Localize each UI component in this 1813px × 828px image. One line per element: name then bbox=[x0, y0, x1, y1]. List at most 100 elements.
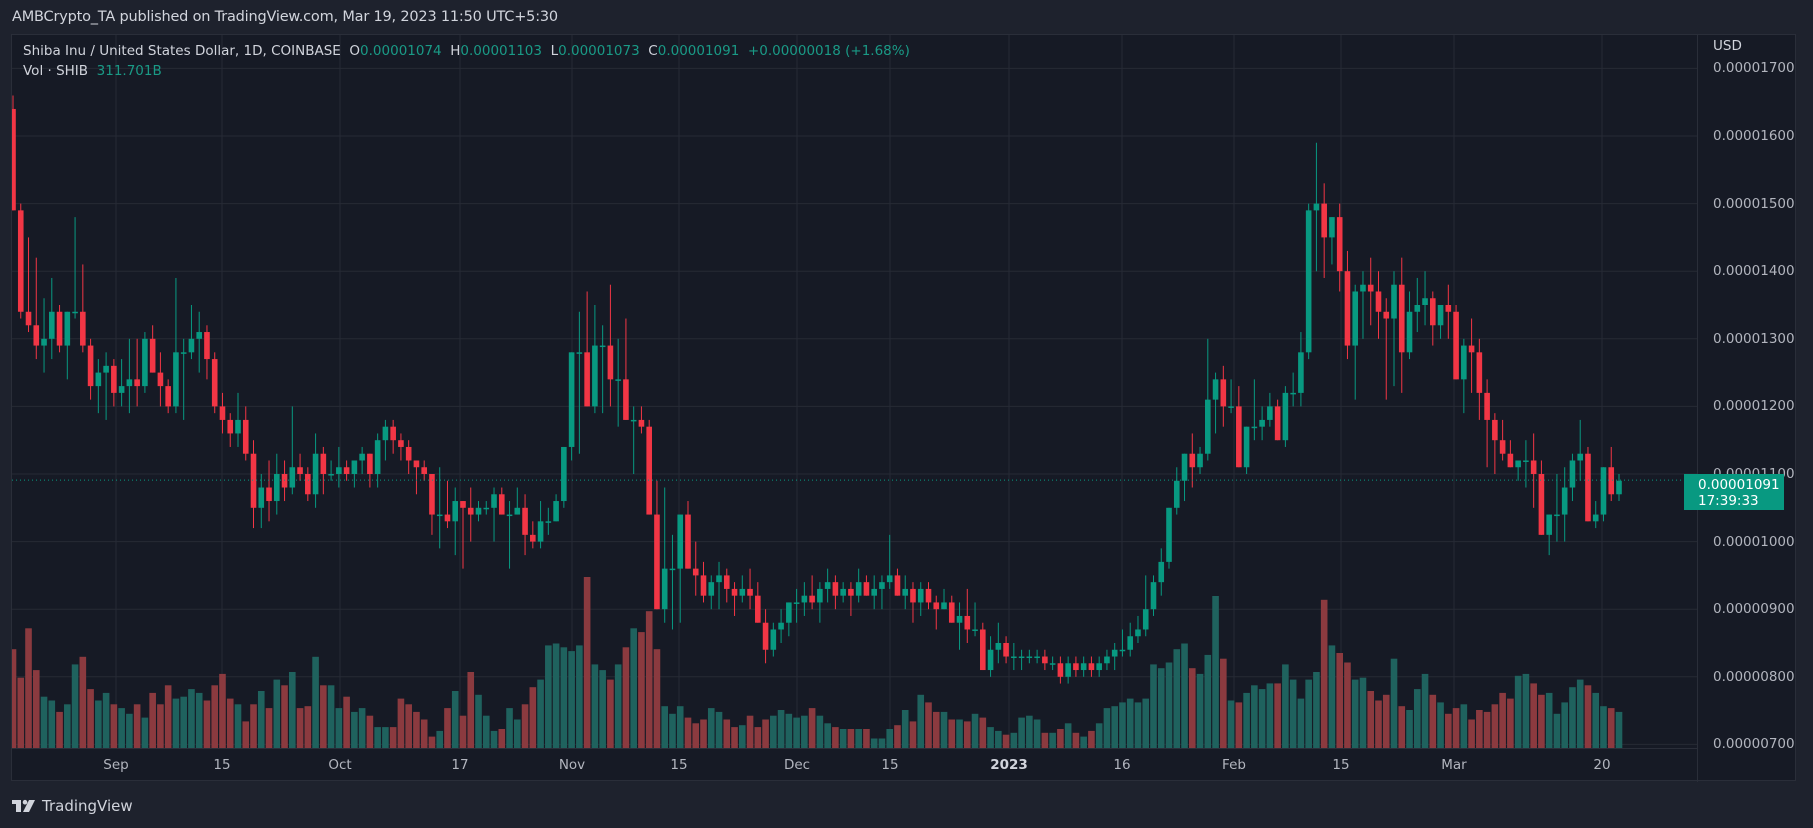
volume-bar bbox=[1243, 692, 1250, 748]
candle-body bbox=[118, 386, 125, 393]
legend-close-value: 0.00001091 bbox=[657, 43, 740, 59]
time-axis-label: 20 bbox=[1593, 757, 1611, 773]
volume-bar bbox=[622, 647, 630, 748]
candle-body bbox=[1096, 663, 1102, 671]
volume-bar bbox=[1476, 710, 1483, 748]
time-axis-label: Sep bbox=[103, 757, 129, 773]
volume-bar bbox=[847, 729, 855, 748]
candle-body bbox=[1026, 656, 1033, 659]
candle-body bbox=[692, 568, 699, 576]
legend-volume-label[interactable]: Vol · SHIB bbox=[23, 63, 89, 79]
candle-body bbox=[638, 419, 645, 427]
candle-body bbox=[941, 602, 947, 610]
volume-bar bbox=[1313, 672, 1320, 748]
volume-bar bbox=[1320, 599, 1328, 748]
candle-body bbox=[367, 453, 373, 474]
volume-bar bbox=[1142, 698, 1150, 748]
volume-bar bbox=[1274, 683, 1281, 748]
volume-bar bbox=[661, 706, 669, 748]
candle-body bbox=[1561, 487, 1568, 515]
volume-bar bbox=[901, 710, 909, 748]
volume-bar bbox=[25, 628, 32, 748]
candle-body bbox=[1189, 453, 1196, 468]
price-plot[interactable]: Shiba Inu / United States Dollar, 1D, CO… bbox=[12, 35, 1697, 748]
volume-bar bbox=[141, 717, 149, 748]
volume-bar bbox=[723, 719, 731, 748]
volume-bar bbox=[1600, 706, 1607, 748]
candle-body bbox=[273, 474, 280, 502]
volume-bar bbox=[1002, 734, 1010, 748]
volume-bar bbox=[1615, 711, 1623, 748]
legend-change: +0.00000018 (+1.68%) bbox=[747, 43, 910, 59]
volume-bar bbox=[948, 719, 956, 748]
volume-bar bbox=[1103, 708, 1111, 748]
candle-body bbox=[1492, 419, 1498, 441]
candle-body bbox=[211, 359, 218, 407]
candle-body bbox=[708, 582, 715, 596]
candle-body bbox=[677, 514, 684, 569]
volume-bar bbox=[669, 713, 676, 748]
volume-bar bbox=[320, 685, 327, 748]
chart-pane[interactable]: Shiba Inu / United States Dollar, 1D, CO… bbox=[11, 34, 1797, 782]
price-axis-label: 0.00001300 bbox=[1713, 330, 1795, 347]
legend-close-label: C bbox=[648, 43, 658, 59]
candle-body bbox=[809, 595, 815, 603]
volume-bar bbox=[312, 656, 319, 748]
volume-bar bbox=[1080, 736, 1087, 748]
volume-bar bbox=[1359, 677, 1367, 748]
candle-body bbox=[227, 419, 234, 434]
legend-low-label: L bbox=[550, 43, 559, 59]
volume-bar bbox=[1367, 691, 1375, 748]
candle-body bbox=[623, 379, 629, 420]
volume-bar bbox=[420, 719, 428, 748]
volume-bar bbox=[1297, 698, 1305, 748]
candle-body bbox=[320, 453, 327, 474]
volume-bar bbox=[405, 704, 412, 748]
candle-body bbox=[1018, 656, 1025, 659]
volume-bar bbox=[1026, 715, 1033, 748]
candlestick-chart[interactable] bbox=[12, 35, 1697, 748]
legend: Shiba Inu / United States Dollar, 1D, CO… bbox=[23, 41, 910, 81]
candle-body bbox=[514, 507, 521, 515]
volume-bar bbox=[226, 698, 234, 748]
volume-bar bbox=[591, 664, 599, 748]
volume-bar bbox=[583, 577, 591, 748]
volume-bar bbox=[700, 719, 707, 748]
candle-body bbox=[25, 311, 32, 326]
candle-body bbox=[12, 108, 16, 211]
candle-body bbox=[910, 588, 916, 603]
volume-bar bbox=[1072, 732, 1080, 748]
candle-body bbox=[1073, 663, 1079, 671]
price-axis[interactable]: USD 0.00001700 0.00001600 0.00001500 0.0000… bbox=[1684, 35, 1797, 782]
candle-body bbox=[1499, 440, 1506, 454]
candle-body bbox=[879, 582, 885, 589]
candle-body bbox=[219, 406, 226, 420]
time-axis[interactable]: Sep 15 Oct 17 Nov 15 Dec 15 2023 16 Feb 15 Mar 20 bbox=[12, 748, 1697, 782]
volume-bar bbox=[552, 643, 560, 748]
candle-body bbox=[1212, 379, 1219, 400]
volume-bar bbox=[1406, 710, 1413, 748]
candle-body bbox=[894, 575, 901, 596]
candle-body bbox=[87, 345, 94, 387]
volume-bar bbox=[64, 704, 71, 748]
time-axis-label: 15 bbox=[213, 757, 231, 773]
tradingview-logo-icon[interactable] bbox=[12, 799, 36, 813]
volume-bar bbox=[498, 729, 506, 748]
price-axis-label: 0.00001600 bbox=[1713, 128, 1795, 144]
time-axis-label: 17 bbox=[451, 757, 469, 773]
candle-body bbox=[661, 568, 668, 610]
volume-bar bbox=[273, 679, 281, 748]
volume-bar bbox=[956, 719, 963, 748]
candle-body bbox=[723, 575, 730, 589]
candle-body bbox=[1119, 649, 1126, 652]
candle-body bbox=[398, 440, 404, 447]
candle-body bbox=[716, 575, 722, 583]
candle-body bbox=[1468, 345, 1475, 353]
tradingview-brand[interactable]: TradingView bbox=[42, 797, 133, 815]
legend-symbol[interactable]: Shiba Inu / United States Dollar, 1D, CO… bbox=[23, 43, 341, 59]
candle-body bbox=[1445, 305, 1452, 312]
candle-body bbox=[1592, 514, 1599, 522]
time-axis-label: 15 bbox=[670, 757, 688, 773]
candle-body bbox=[545, 521, 552, 523]
volume-bar bbox=[746, 715, 754, 748]
